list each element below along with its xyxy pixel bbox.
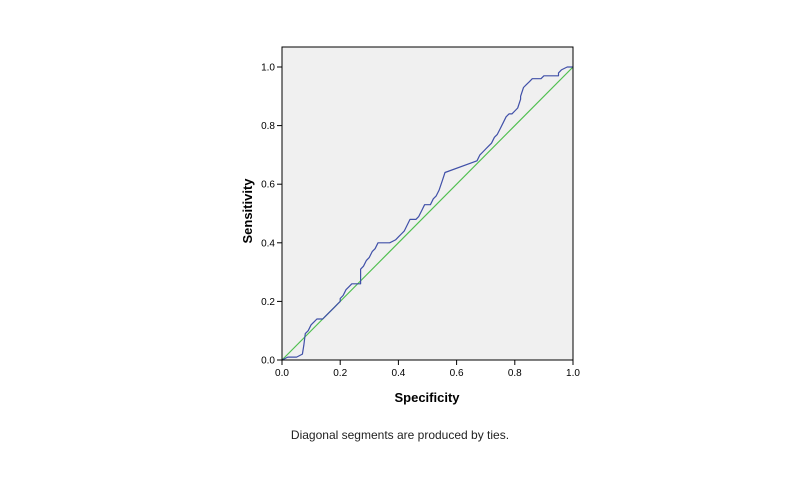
x-tick-label: 0.6 bbox=[450, 368, 464, 379]
y-tick-label: 0.2 bbox=[261, 297, 275, 308]
y-tick-label: 0.0 bbox=[261, 356, 275, 367]
x-tick-label: 1.0 bbox=[566, 368, 580, 379]
x-tick-label: 0.4 bbox=[391, 368, 405, 379]
y-tick-label: 0.4 bbox=[261, 238, 275, 249]
x-axis-ticks: 0.0 0.2 0.4 0.6 0.8 1.0 bbox=[275, 360, 580, 379]
y-axis-title: Sensitivity bbox=[240, 178, 255, 244]
y-tick-label: 0.6 bbox=[261, 180, 275, 191]
x-tick-label: 0.8 bbox=[508, 368, 522, 379]
y-axis-ticks: 0.0 0.2 0.4 0.6 0.8 1.0 bbox=[261, 63, 282, 367]
chart-footnote: Diagonal segments are produced by ties. bbox=[290, 428, 510, 442]
y-tick-label: 1.0 bbox=[261, 63, 275, 74]
series-layer bbox=[281, 66, 574, 361]
x-tick-label: 0.0 bbox=[275, 368, 289, 379]
plot-frame bbox=[281, 46, 574, 361]
y-tick-label: 0.8 bbox=[261, 121, 275, 132]
x-tick-label: 0.2 bbox=[333, 368, 347, 379]
roc-curve-line bbox=[281, 66, 573, 361]
x-axis-title: Specificity bbox=[394, 390, 460, 405]
plot-area bbox=[282, 47, 573, 360]
